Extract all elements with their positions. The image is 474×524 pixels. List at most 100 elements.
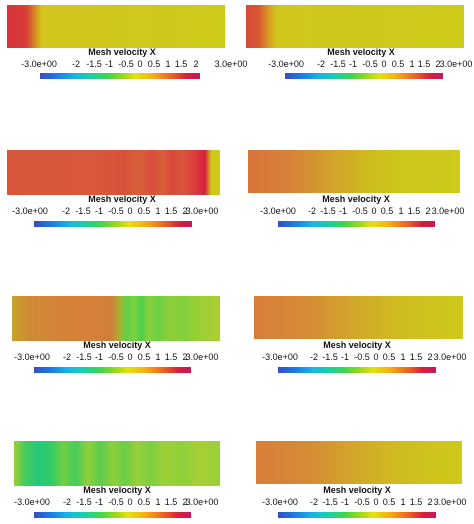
- tick-label: -1.5: [320, 206, 336, 216]
- tick-label: 0: [371, 206, 377, 216]
- tick-label: -3.0e+00: [14, 497, 50, 507]
- tick-label: -3.0e+00: [260, 206, 296, 216]
- tick-label: -1: [94, 206, 104, 216]
- tick-label: -2: [71, 59, 81, 69]
- tick-label: -2: [62, 352, 72, 362]
- colorbar: [278, 367, 436, 373]
- tick-label: -1.5: [76, 352, 92, 362]
- tick-label: -3.0e+00: [12, 206, 48, 216]
- tick-label: 1: [400, 352, 406, 362]
- tick-label: 3.0e+00: [433, 352, 467, 362]
- tick-label: -1: [104, 59, 114, 69]
- tick-label: -3.0e+00: [268, 59, 304, 69]
- tick-label: -0.5: [362, 59, 378, 69]
- tick-label: -3.0e+00: [262, 497, 298, 507]
- tick-label: 3.0e+00: [214, 59, 248, 69]
- tick-label: 1.5: [417, 59, 431, 69]
- tick-label: -3.0e+00: [262, 352, 298, 362]
- tick-label: 3.0e+00: [185, 206, 219, 216]
- tick-label: -0.5: [352, 206, 368, 216]
- colorbar-ticks: -3.0e+00 -2 -1.5 -1 -0.5 0 0.5 1 1.5 2 3…: [14, 497, 224, 509]
- colorbar-title: Mesh velocity X: [323, 340, 391, 350]
- tick-label: 1.5: [164, 206, 178, 216]
- velocity-field-plot: [256, 441, 462, 484]
- tick-label: 1.5: [407, 206, 421, 216]
- colorbar-ticks: -3.0e+00 -2 -1.5 -1 -0.5 0 0.5 1 1.5 2 3…: [12, 352, 222, 364]
- tick-label: 1: [155, 497, 161, 507]
- tick-label: 0: [373, 352, 379, 362]
- colorbar-ticks: -3.0e+00 -2 -1.5 -1 -0.5 0 0.5 1 1.5 2 3…: [256, 497, 466, 509]
- tick-label: 2: [182, 206, 188, 216]
- colorbar: [285, 73, 443, 79]
- colorbar-title: Mesh velocity X: [88, 47, 156, 57]
- tick-label: 3.0e+00: [431, 206, 465, 216]
- tick-label: -1: [340, 497, 350, 507]
- tick-label: 0: [373, 497, 379, 507]
- tick-label: -0.5: [118, 59, 134, 69]
- tick-label: 1.5: [174, 59, 188, 69]
- colorbar-ticks: -3.0e+00 -2 -1.5 -1 -0.5 0 0.5 1 1.5 2 3…: [254, 352, 467, 364]
- tick-label: 0: [381, 59, 387, 69]
- tick-label: 0.5: [391, 59, 405, 69]
- colorbar-ticks: -3.0e+00 -2 -1.5 -1 -0.5 0 0.5 1 1.5 2 3…: [7, 206, 219, 218]
- colorbar-title: Mesh velocity X: [88, 194, 156, 204]
- tick-label: 0.5: [147, 59, 161, 69]
- colorbar-title: Mesh velocity X: [83, 485, 151, 495]
- tick-label: 1: [409, 59, 415, 69]
- tick-label: 0.5: [137, 352, 151, 362]
- colorbar-title: Mesh velocity X: [323, 485, 391, 495]
- tick-label: 2: [425, 206, 431, 216]
- tick-label: -1: [348, 59, 358, 69]
- velocity-field-plot: [248, 150, 460, 193]
- colorbar-ticks: -3.0e+00 -2 -1.5 -1 -0.5 0 0.5 1 1.5 2 3…: [254, 59, 472, 71]
- colorbar-title: Mesh velocity X: [83, 340, 151, 350]
- tick-label: 1: [155, 352, 161, 362]
- tick-label: 2: [427, 352, 433, 362]
- tick-label: -1: [94, 352, 104, 362]
- tick-label: -2: [309, 352, 319, 362]
- tick-label: 0.5: [382, 497, 396, 507]
- tick-label: -3.0e+00: [14, 352, 50, 362]
- tick-label: -2: [309, 497, 319, 507]
- tick-label: -1: [340, 352, 350, 362]
- tick-label: 1: [398, 206, 404, 216]
- tick-label: -2: [316, 59, 326, 69]
- velocity-field-plot: [7, 5, 225, 48]
- tick-label: 1.5: [164, 497, 178, 507]
- tick-label: 1.5: [164, 352, 178, 362]
- tick-label: 2: [435, 59, 441, 69]
- colorbar: [278, 221, 435, 227]
- tick-label: 0: [127, 352, 133, 362]
- tick-label: 1.5: [409, 352, 423, 362]
- tick-label: 0: [127, 497, 133, 507]
- tick-label: -2: [62, 497, 72, 507]
- tick-label: 3.0e+00: [185, 497, 219, 507]
- tick-label: 1: [155, 206, 161, 216]
- tick-label: 3.0e+00: [439, 59, 473, 69]
- tick-label: -1.5: [322, 497, 338, 507]
- velocity-field-plot: [12, 296, 220, 341]
- colorbar: [34, 367, 191, 373]
- tick-label: 3.0e+00: [433, 497, 467, 507]
- tick-label: -1.5: [75, 206, 91, 216]
- colorbar-ticks: -3.0e+00 -2 -1.5 -1 -0.5 0 0.5 1 1.5 2 3…: [248, 206, 464, 218]
- tick-label: 1: [400, 497, 406, 507]
- velocity-field-plot: [246, 5, 464, 48]
- colorbar: [34, 221, 192, 227]
- tick-label: 1: [165, 59, 171, 69]
- tick-label: 0: [137, 59, 143, 69]
- tick-label: 0.5: [380, 206, 394, 216]
- tick-label: 0: [127, 206, 133, 216]
- tick-label: -3.0e+00: [21, 59, 57, 69]
- velocity-field-plot: [14, 441, 220, 486]
- tick-label: -1.5: [86, 59, 102, 69]
- colorbar: [278, 512, 436, 518]
- tick-label: -0.5: [354, 352, 370, 362]
- tick-label: -1: [94, 497, 104, 507]
- tick-label: 3.0e+00: [185, 352, 219, 362]
- tick-label: -2: [61, 206, 71, 216]
- tick-label: 2: [182, 497, 188, 507]
- tick-label: 2: [193, 59, 199, 69]
- velocity-field-plot: [7, 150, 220, 195]
- colorbar: [34, 512, 191, 518]
